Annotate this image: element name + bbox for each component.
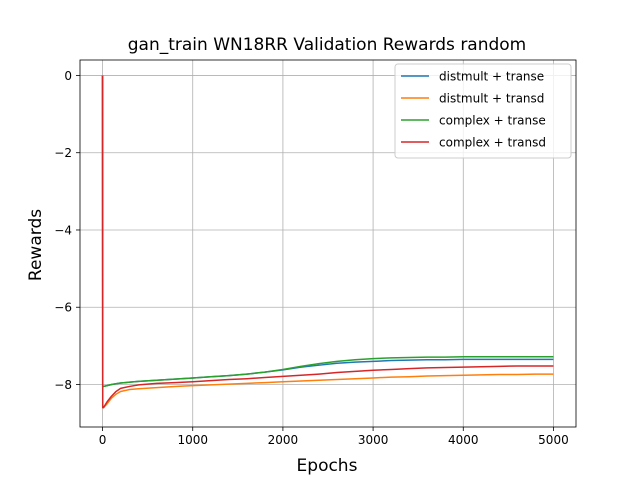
y-axis-ticks: 0 −2 −4 −6 −8 <box>54 69 80 392</box>
y-tick-label: −2 <box>54 146 72 160</box>
x-axis-ticks: 0 1000 2000 3000 4000 5000 <box>99 427 569 447</box>
y-tick-label: 0 <box>64 69 72 83</box>
x-tick-label: 5000 <box>538 433 569 447</box>
legend-box <box>394 63 572 159</box>
y-tick-label: −6 <box>54 301 72 315</box>
x-axis-label: Epochs <box>297 456 358 476</box>
y-tick-label: −4 <box>54 223 72 237</box>
legend-label: distmult + transd <box>439 92 544 106</box>
x-tick-label: 3000 <box>358 433 389 447</box>
legend-label: distmult + transe <box>439 70 544 84</box>
x-tick-label: 1000 <box>177 433 208 447</box>
series-line-4 <box>101 75 554 409</box>
legend: distmult + transe distmult + transd comple… <box>394 63 572 159</box>
chart-title: gan_train WN18RR Validation Rewards rand… <box>128 35 527 55</box>
x-tick-label: 2000 <box>268 433 299 447</box>
series-line-3 <box>101 75 554 388</box>
series-line-2 <box>101 75 554 409</box>
legend-label: complex + transe <box>439 114 546 128</box>
y-tick-label: −8 <box>54 378 72 392</box>
x-tick-label: 4000 <box>448 433 479 447</box>
y-axis-label: Rewards <box>26 209 46 281</box>
plot-area <box>101 75 554 409</box>
x-tick-label: 0 <box>99 433 107 447</box>
legend-label: complex + transd <box>439 136 546 150</box>
gridlines <box>80 60 576 427</box>
axes-frame <box>79 59 577 428</box>
